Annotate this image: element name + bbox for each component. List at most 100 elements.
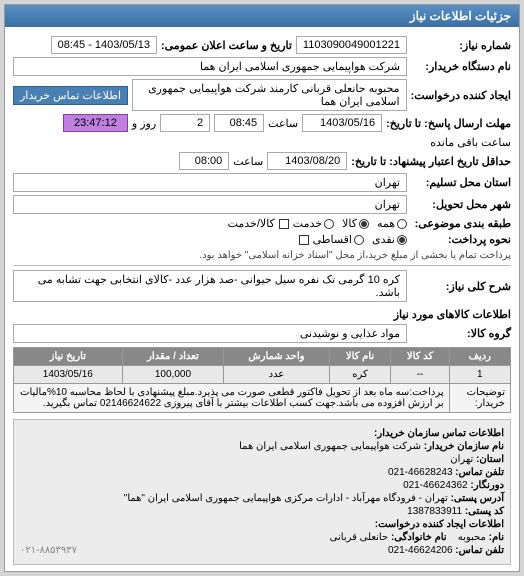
divider	[13, 265, 511, 266]
radio-service[interactable]: خدمت	[293, 217, 334, 230]
prov-label: استان:	[476, 454, 504, 465]
treasury-note: پرداخت تمام یا بخشی از مبلغ خرید،از محل …	[199, 250, 511, 261]
table-body: 1 -- کره عدد 100,000 1403/05/16 توضیحات …	[14, 366, 511, 413]
row-title: شرح کلی نیاز: کره 10 گرمی تک نفره سیل حی…	[13, 270, 511, 302]
pay-label: نحوه پرداخت:	[411, 233, 511, 246]
days-suffix: روز و	[132, 117, 156, 130]
reqno-field: 1103090049001221	[296, 36, 407, 54]
treasury-checkbox-icon[interactable]	[299, 235, 309, 245]
radio-cash-label: نقدی	[372, 233, 395, 246]
panel-body: شماره نیاز: 1103090049001221 تاریخ و ساع…	[5, 27, 519, 571]
col-unit: واحد شمارش	[224, 348, 329, 366]
row-creator: ایجاد کننده درخواست: محبوبه حانعلی قربان…	[13, 79, 511, 111]
announce-field: 1403/05/13 - 08:45	[51, 36, 157, 54]
radio-installment-label: اقساطی	[313, 233, 352, 246]
items-table: ردیف کد کالا نام کالا واحد شمارش تعداد /…	[13, 347, 511, 413]
org-value: شرکت هواپیمایی جمهوری اسلامی ایران هما	[239, 441, 421, 452]
group-field: مواد غذایی و نوشیدنی	[13, 324, 407, 343]
col-row: ردیف	[449, 348, 510, 366]
table-row[interactable]: 1 -- کره عدد 100,000 1403/05/16	[14, 366, 511, 384]
col-code: کد کالا	[391, 348, 449, 366]
addr-label: آدرس پستی:	[451, 493, 504, 504]
row-group: گروه کالا: مواد غذایی و نوشیدنی	[13, 324, 511, 343]
fax-value: 46624362-021	[403, 480, 468, 491]
deadline-time: 08:45	[214, 114, 264, 132]
name-label: نام:	[489, 532, 504, 543]
details-panel: جزئیات اطلاعات نیاز شماره نیاز: 11030900…	[4, 4, 520, 572]
province-field: تهران	[13, 173, 407, 192]
announce-label: تاریخ و ساعت اعلان عمومی:	[161, 39, 292, 52]
row-category: طبقه بندی موضوعی: همه کالا خدمت کالا/خدم…	[13, 217, 511, 230]
tel-value: 46628243-021	[388, 467, 453, 478]
checkbox-label: کالا/خدمت	[228, 217, 275, 230]
radio-service-label: خدمت	[293, 217, 322, 230]
desc-row: توضیحات خریدار: پرداخت:سه ماه بعد از تحو…	[14, 384, 511, 413]
desc-label-cell: توضیحات خریدار:	[449, 384, 510, 413]
cell-qty: 100,000	[122, 366, 224, 384]
deadline-label: مهلت ارسال پاسخ: تا تاریخ:	[386, 117, 511, 130]
items-section-title: اطلاعات کالاهای مورد نیاز	[13, 308, 511, 321]
deadline-date: 1403/05/16	[302, 114, 382, 132]
countdown: 23:47:12	[63, 114, 128, 132]
cell-date: 1403/05/16	[14, 366, 123, 384]
row-deadline: مهلت ارسال پاسخ: تا تاریخ: 1403/05/16 سا…	[13, 114, 511, 149]
grey-phone: ۰۲۱-۸۸۵۳۹۳۷	[20, 545, 77, 556]
radio-icon-checked	[359, 219, 369, 229]
buyer-field: شرکت هواپیمایی جمهوری اسلامی ایران هما	[13, 57, 407, 76]
pay-radios: نقدی اقساطی	[313, 233, 407, 246]
col-qty: تعداد / مقدار	[122, 348, 224, 366]
radio-icon-checked	[397, 235, 407, 245]
desc-cell: پرداخت:سه ماه بعد از تحویل فاکتور قطعی ص…	[14, 384, 450, 413]
row-valid: حداقل تاریخ اعتبار پیشنهاد: تا تاریخ: 14…	[13, 152, 511, 170]
row-reqno: شماره نیاز: 1103090049001221 تاریخ و ساع…	[13, 36, 511, 54]
cell-row: 1	[449, 366, 510, 384]
category-label: طبقه بندی موضوعی:	[411, 217, 511, 230]
radio-installment[interactable]: اقساطی	[313, 233, 364, 246]
reqno-label: شماره نیاز:	[411, 39, 511, 52]
radio-goods[interactable]: کالا	[342, 217, 369, 230]
need-title-label: شرح کلی نیاز:	[411, 280, 511, 293]
phone-value: 46624206-021	[388, 545, 453, 556]
radio-cash[interactable]: نقدی	[372, 233, 407, 246]
lname-value: حانعلی قربانی	[330, 532, 389, 543]
radio-icon	[324, 219, 334, 229]
cell-code: --	[391, 366, 449, 384]
header-row: ردیف کد کالا نام کالا واحد شمارش تعداد /…	[14, 348, 511, 366]
col-name: نام کالا	[329, 348, 391, 366]
cell-name: کره	[329, 366, 391, 384]
addr-value: تهران - فرودگاه مهرآباد - ادارات مرکزی ه…	[124, 493, 448, 504]
countdown-suffix: ساعت باقی مانده	[430, 136, 511, 149]
radio-all[interactable]: همه	[377, 217, 407, 230]
zip-value: 1387833911	[407, 506, 462, 517]
time-label-2: ساعت	[233, 155, 263, 168]
city-label: شهر محل تحویل:	[411, 198, 511, 211]
row-city: شهر محل تحویل: تهران	[13, 195, 511, 214]
org-label: نام سازمان خریدار:	[424, 441, 504, 452]
prov-value: تهران	[450, 454, 473, 465]
lname-label: نام خانوادگی:	[391, 532, 447, 543]
col-date: تاریخ نیاز	[14, 348, 123, 366]
city-field: تهران	[13, 195, 407, 214]
radio-all-label: همه	[377, 217, 395, 230]
row-payment: نحوه پرداخت: نقدی اقساطی پرداخت تمام یا …	[13, 233, 511, 261]
time-label-1: ساعت	[268, 117, 298, 130]
checkbox-icon[interactable]	[279, 219, 289, 229]
category-radios: همه کالا خدمت	[293, 217, 407, 230]
table-head: ردیف کد کالا نام کالا واحد شمارش تعداد /…	[14, 348, 511, 366]
name-value: محبوبه	[458, 532, 486, 543]
days-left: 2	[160, 114, 210, 132]
tel-label: تلفن تماس:	[455, 467, 504, 478]
phone-label: تلفن تماس:	[455, 545, 504, 556]
panel-title: جزئیات اطلاعات نیاز	[5, 5, 519, 27]
fax-label: دورنگار:	[470, 480, 504, 491]
valid-time: 08:00	[179, 152, 229, 170]
sub-title: اطلاعات ایجاد کننده درخواست:	[375, 519, 504, 530]
group-label: گروه کالا:	[411, 327, 511, 340]
need-title-field: کره 10 گرمی تک نفره سیل حیوانی -صد هزار …	[13, 270, 407, 302]
contact-link[interactable]: اطلاعات تماس خریدار	[13, 86, 128, 105]
creator-label: ایجاد کننده درخواست:	[411, 89, 511, 102]
radio-icon	[354, 235, 364, 245]
cell-unit: عدد	[224, 366, 329, 384]
buyer-label: نام دستگاه خریدار:	[411, 60, 511, 73]
contact-box: اطلاعات تماس سازمان خریدار: نام سازمان خ…	[13, 419, 511, 565]
